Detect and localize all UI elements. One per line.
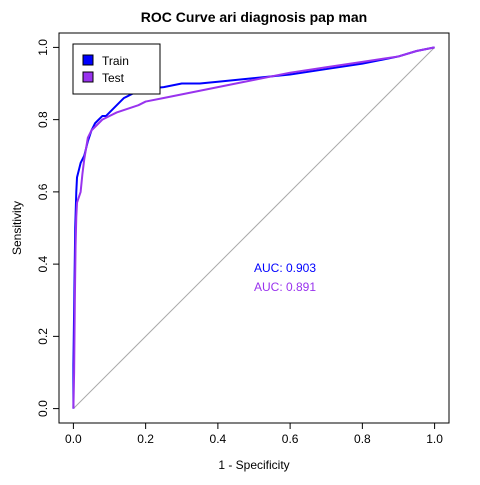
y-axis-label: Sensitivity [10, 201, 24, 255]
legend-label-train: Train [102, 54, 129, 68]
legend-swatch-test [82, 71, 94, 83]
y-tick-label: 0.4 [36, 255, 50, 272]
x-tick-label: 0.8 [354, 432, 371, 446]
legend-box [72, 43, 161, 95]
x-tick-label: 0.6 [282, 432, 299, 446]
y-tick-label: 1.0 [36, 39, 50, 56]
reference-diagonal-line [73, 47, 435, 409]
roc-line-test [72, 46, 435, 409]
x-tick-label: 0.2 [137, 432, 154, 446]
series-group [72, 46, 435, 409]
auc-label-test: AUC: 0.891 [254, 280, 316, 294]
x-tick-label: 0.4 [210, 432, 227, 446]
y-tick-label: 0.0 [36, 400, 50, 417]
y-tick-label: 0.2 [36, 328, 50, 345]
reference-line-group [73, 47, 435, 409]
roc-line-train [72, 46, 435, 409]
legend: Train Test [72, 43, 161, 95]
x-tick-label: 1.0 [426, 432, 443, 446]
x-tick-label: 0.0 [65, 432, 82, 446]
x-axis: 0.0 0.2 0.4 0.6 0.8 1.0 [65, 422, 443, 446]
legend-label-test: Test [102, 71, 125, 85]
y-axis: 0.0 0.2 0.4 0.6 0.8 1.0 [36, 39, 60, 417]
y-tick-label: 0.6 [36, 183, 50, 200]
legend-swatch-train [82, 54, 94, 66]
chart-title: ROC Curve ari diagnosis pap man [141, 9, 367, 25]
x-axis-label: 1 - Specificity [218, 458, 289, 472]
auc-label-train: AUC: 0.903 [254, 261, 316, 275]
y-tick-label: 0.8 [36, 111, 50, 128]
